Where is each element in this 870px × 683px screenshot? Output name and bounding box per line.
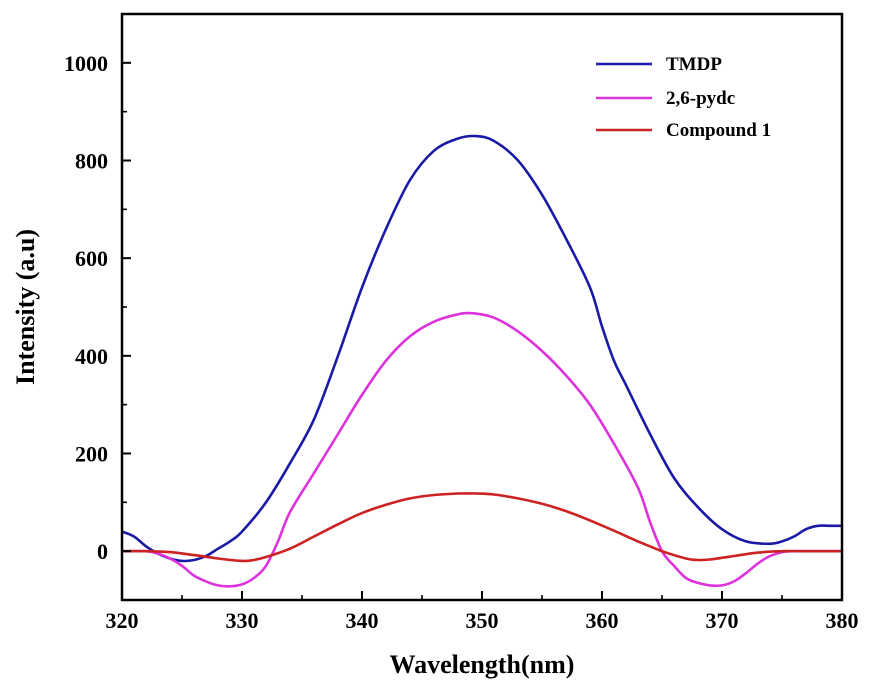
y-tick-label: 400 <box>75 344 108 369</box>
series-line-compound-1 <box>122 492 842 563</box>
x-tick-label: 380 <box>826 608 859 633</box>
series-line-tmdp <box>122 134 842 563</box>
y-tick-label: 200 <box>75 442 108 467</box>
legend: TMDP 2,6-pydc Compound 1 <box>596 54 771 141</box>
y-tick-label: 600 <box>75 246 108 271</box>
x-axis-title: Wavelength(nm) <box>390 650 575 679</box>
y-tick-label: 1000 <box>64 51 108 76</box>
y-axis-title: Intensity (a.u) <box>11 229 40 385</box>
x-tick-label: 340 <box>346 608 379 633</box>
x-tick-label: 360 <box>586 608 619 633</box>
x-tick-label: 350 <box>466 608 499 633</box>
x-tick-label: 320 <box>106 608 139 633</box>
plot-lines <box>122 134 842 588</box>
legend-label-pydc: 2,6-pydc <box>666 88 735 109</box>
axis-tick-labels: 320 330 340 350 360 370 380 0 200 400 600 800 1000 <box>64 51 859 633</box>
x-tick-label: 370 <box>706 608 739 633</box>
x-tick-label: 330 <box>226 608 259 633</box>
legend-label-compound-1: Compound 1 <box>666 120 771 141</box>
legend-label-tmdp: TMDP <box>666 54 722 75</box>
axis-ticks <box>121 61 843 600</box>
y-tick-label: 0 <box>97 539 108 564</box>
y-tick-label: 800 <box>75 149 108 174</box>
series-line-2-6-pydc <box>122 311 842 588</box>
